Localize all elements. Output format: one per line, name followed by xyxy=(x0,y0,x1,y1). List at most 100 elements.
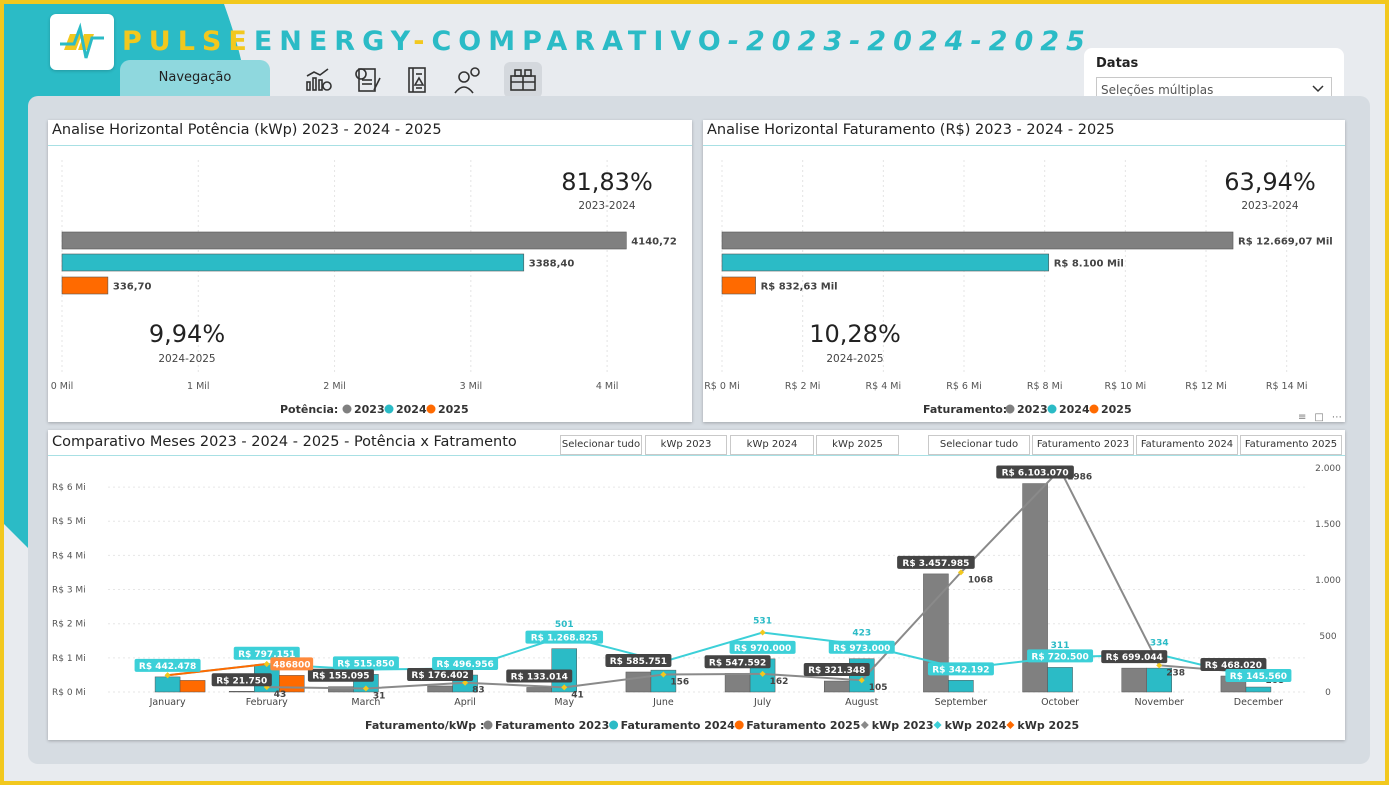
kpi-2023-2024-label: 2023-2024 xyxy=(578,200,636,212)
data-label-Faturamento 2023-December: R$ 468.020 xyxy=(1205,661,1262,671)
data-label-Faturamento 2023-July: R$ 547.592 xyxy=(709,658,766,668)
bar-Faturamento 2024-January xyxy=(154,676,181,693)
data-label-Faturamento 2024-October: R$ 720.500 xyxy=(1031,652,1088,662)
btn-fat-2023[interactable]: Faturamento 2023 xyxy=(1032,435,1134,455)
legend-entry-2025: 2025 xyxy=(438,403,469,416)
data-label-box-Faturamento 2024-September xyxy=(927,662,994,676)
point-kWp 2023-June xyxy=(660,671,667,678)
x-tick-label: R$ 2 Mi xyxy=(785,381,821,392)
legend-marker-2025 xyxy=(426,404,436,414)
x-tick-label: December xyxy=(1234,697,1283,708)
data-label-2024: 3388,40 xyxy=(529,259,575,270)
data-label-kWp 2024-October: 311 xyxy=(1051,641,1070,651)
legend-entry-Faturamento 2023: Faturamento 2023 xyxy=(495,719,609,732)
legend-marker-Faturamento 2023 xyxy=(483,720,493,730)
x-tick-label: July xyxy=(753,697,771,708)
visual-header-icons[interactable]: ≡□⋯ xyxy=(1298,412,1350,423)
legend-marker-2024 xyxy=(1047,404,1057,414)
document-money-icon[interactable] xyxy=(348,62,386,98)
legend-entry-2023: 2023 xyxy=(1017,403,1048,416)
data-label-Faturamento 2023-September: R$ 3.457.985 xyxy=(902,559,969,569)
person-money-icon[interactable] xyxy=(448,62,486,98)
x-tick-label: R$ 0 Mi xyxy=(704,381,740,392)
data-label-Faturamento 2024-May: R$ 1.268.825 xyxy=(531,634,598,644)
data-label-Faturamento 2024-January: R$ 442.478 xyxy=(139,662,196,672)
more-options-icon[interactable]: ⋯ xyxy=(1331,412,1350,423)
btn-kwp-selecionar-tudo[interactable]: Selecionar tudo xyxy=(560,435,642,455)
point-kWp 2025-January xyxy=(164,672,171,679)
data-label-kWp 2023-May: 41 xyxy=(571,690,584,700)
legend-entry-Faturamento 2024: Faturamento 2024 xyxy=(621,719,736,732)
y-right-tick-label: 500 xyxy=(1319,632,1336,642)
x-tick-label: R$ 4 Mi xyxy=(866,381,902,392)
y-right-tick-label: 2.000 xyxy=(1315,464,1341,474)
btn-kwp-2025[interactable]: kWp 2025 xyxy=(816,435,899,455)
data-label-Faturamento 2024-December: R$ 145.560 xyxy=(1230,672,1287,682)
cash-register-icon[interactable] xyxy=(504,62,542,98)
y-left-tick-label: R$ 6 Mi xyxy=(52,483,86,493)
point-kWp 2024-July xyxy=(759,629,766,636)
btn-kwp-2023[interactable]: kWp 2023 xyxy=(645,435,727,455)
dashboard-title: PULSEENERGY-COMPARATIVO-2023-2024-2025 xyxy=(122,26,1092,57)
nav-tab-navegacao[interactable]: Navegação xyxy=(120,60,270,98)
focus-mode-icon[interactable]: □ xyxy=(1314,412,1332,423)
point-kWp 2023-November xyxy=(1156,662,1163,669)
datas-label: Datas xyxy=(1096,56,1139,71)
bar-Faturamento 2023-August xyxy=(824,680,850,693)
data-label-box-Faturamento 2023-March xyxy=(307,668,374,682)
pulse-energy-logo xyxy=(50,14,114,70)
chart-gear-icon[interactable] xyxy=(300,62,338,98)
legend-title: Faturamento: xyxy=(923,403,1007,416)
legend-marker-Faturamento 2024 xyxy=(609,720,619,730)
legend-marker-Faturamento 2025 xyxy=(734,720,744,730)
bar-2023 xyxy=(61,231,627,250)
x-tick-label: 1 Mil xyxy=(187,381,210,392)
bar-2025 xyxy=(61,276,109,295)
data-label-box-Faturamento 2024-January xyxy=(134,658,201,672)
filter-icon[interactable]: ≡ xyxy=(1298,412,1315,423)
line-kWp 2025 xyxy=(167,663,267,677)
point-kWp 2023-July xyxy=(759,670,766,677)
bar-Faturamento 2023-May xyxy=(526,687,552,693)
data-label-kWp 2023-November: 238 xyxy=(1166,668,1185,678)
meses-title: Comparativo Meses 2023 - 2024 - 2025 - P… xyxy=(52,434,517,450)
data-label-box-Faturamento 2023-July xyxy=(704,655,771,669)
data-label-2024: R$ 8.100 Mil xyxy=(1054,259,1124,270)
bar-Faturamento 2023-April xyxy=(427,685,453,693)
y-left-tick-label: R$ 5 Mi xyxy=(52,517,86,527)
bar-Faturamento 2023-November xyxy=(1121,667,1147,693)
btn-fat-2024[interactable]: Faturamento 2024 xyxy=(1136,435,1238,455)
data-label-box-Faturamento 2025-February xyxy=(270,657,314,671)
data-label-box-Faturamento 2024-July xyxy=(729,640,796,654)
kpi-2024-2025-value: 10,28% xyxy=(809,320,901,348)
data-label-2023: R$ 12.669,07 Mil xyxy=(1238,237,1333,248)
data-label-Faturamento 2023-March: R$ 155.095 xyxy=(312,672,369,682)
x-tick-label: R$ 6 Mi xyxy=(946,381,982,392)
title-dash: - xyxy=(413,26,432,57)
brand-energy: ENERGY xyxy=(253,26,414,57)
btn-fat-selecionar-tudo[interactable]: Selecionar tudo xyxy=(928,435,1030,455)
bar-Faturamento 2024-September xyxy=(948,680,974,693)
legend-entry-Faturamento 2025: Faturamento 2025 xyxy=(746,719,860,732)
legend-marker-2023 xyxy=(342,404,352,414)
data-label-kWp 2023-July: 162 xyxy=(770,677,789,687)
data-label-box-Faturamento 2024-April xyxy=(432,657,499,671)
btn-fat-2025[interactable]: Faturamento 2025 xyxy=(1240,435,1342,455)
data-label-kWp 2024-July: 531 xyxy=(753,617,772,627)
data-label-box-Faturamento 2023-June xyxy=(605,653,672,667)
x-tick-label: 0 Mil xyxy=(51,381,74,392)
x-tick-label: May xyxy=(554,697,574,708)
x-tick-label: 4 Mil xyxy=(596,381,619,392)
data-label-box-Faturamento 2023-April xyxy=(407,667,474,681)
point-kWp 2023-March xyxy=(362,685,369,692)
title-comparativo: COMPARATIVO xyxy=(431,26,728,57)
x-tick-label: R$ 10 Mi xyxy=(1105,381,1147,392)
point-kWp 2023-September xyxy=(957,569,964,576)
x-tick-label: April xyxy=(454,697,476,708)
point-kWp 2025-February xyxy=(263,661,270,667)
btn-kwp-2024[interactable]: kWp 2024 xyxy=(730,435,814,455)
data-label-kWp 2023-August: 105 xyxy=(869,683,888,693)
x-tick-label: August xyxy=(845,697,879,708)
ledger-icon[interactable] xyxy=(398,62,436,98)
